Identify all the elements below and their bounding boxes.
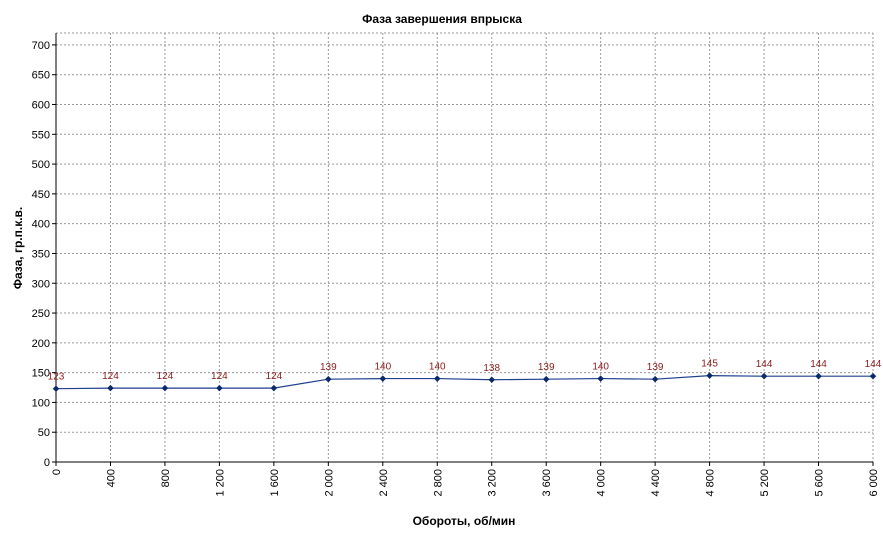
data-point: [542, 375, 550, 383]
x-tick-label: 800: [160, 469, 172, 487]
data-point: [433, 375, 441, 382]
series-line: [55, 375, 873, 390]
x-tick-label: 5 200: [759, 469, 771, 497]
y-tick-label: 250: [32, 308, 50, 320]
data-label: 124: [102, 371, 119, 382]
x-tick-label: 1 600: [269, 469, 281, 497]
grid: [56, 32, 874, 462]
x-tick-label: 2 000: [323, 469, 335, 497]
data-point: [270, 384, 278, 392]
data-point: [706, 372, 713, 379]
x-tick-label: 4 400: [650, 469, 662, 497]
data-label: 144: [810, 359, 827, 370]
x-tick-label: 1 200: [214, 469, 226, 497]
data-point: [107, 384, 114, 392]
y-axis-label: Фаза, гр.п.к.в.: [11, 207, 25, 290]
data-point: [651, 375, 659, 383]
data-label: 139: [538, 362, 555, 373]
y-tick-label: 350: [32, 248, 50, 260]
axes: [52, 33, 874, 466]
data-point: [379, 375, 387, 382]
series: [52, 372, 877, 393]
data-label: 144: [865, 359, 882, 370]
y-tick-label: 700: [32, 40, 50, 52]
data-label: 139: [320, 362, 337, 373]
data-point: [597, 375, 605, 382]
data-label: 138: [483, 363, 500, 374]
data-label: 139: [647, 362, 664, 373]
data-point: [760, 372, 768, 380]
y-tick-label: 650: [32, 70, 50, 82]
x-tick-label: 4 800: [705, 469, 717, 497]
data-point: [52, 385, 60, 393]
data-label: 124: [266, 371, 283, 382]
data-point: [161, 384, 169, 392]
x-axis-label: Обороты, об/мин: [413, 514, 516, 528]
y-tick-label: 500: [32, 159, 50, 171]
y-tick-label: 300: [32, 278, 50, 290]
y-tick-label: 450: [32, 189, 50, 201]
x-tick-label: 5 600: [814, 469, 826, 497]
x-tick-label: 6 000: [868, 469, 880, 497]
data-point: [815, 372, 822, 380]
y-tick-label: 550: [32, 129, 50, 141]
data-point: [488, 376, 496, 384]
y-tick-label: 600: [32, 100, 50, 112]
data-label: 140: [374, 362, 391, 373]
y-tick-label: 100: [32, 397, 50, 409]
data-label: 144: [756, 359, 773, 370]
tick-labels: 0 400 800 1 200 1 600 2 000 2 400 2 800 3 200 3 6…: [32, 40, 880, 497]
data-label: 140: [429, 362, 446, 373]
data-point: [216, 384, 223, 392]
data-point: [324, 375, 332, 383]
y-tick-label: 50: [38, 427, 50, 439]
chart-title: Фаза завершения впрыска: [362, 12, 522, 26]
x-tick-label: 2 400: [378, 469, 390, 497]
x-tick-label: 400: [105, 469, 117, 487]
x-tick-label: 4 000: [596, 469, 608, 497]
y-tick-label: 200: [32, 338, 50, 350]
data-label: 124: [157, 371, 174, 382]
x-tick-label: 3 600: [541, 469, 553, 497]
y-tick-label: 400: [32, 219, 50, 231]
data-point: [869, 372, 877, 380]
data-label: 124: [211, 371, 228, 382]
x-tick-label: 2 800: [432, 469, 444, 497]
y-tick-label: 150: [32, 368, 50, 380]
y-tick-label: 0: [44, 457, 50, 469]
data-label: 140: [592, 362, 609, 373]
x-tick-label: 3 200: [487, 469, 499, 497]
data-label: 123: [48, 372, 65, 383]
data-label: 145: [701, 359, 718, 370]
x-tick-label: 0: [51, 469, 63, 475]
data-labels: 123 124 124 124 124 139 140 140 138 139 140 139 145 1…: [48, 359, 882, 383]
